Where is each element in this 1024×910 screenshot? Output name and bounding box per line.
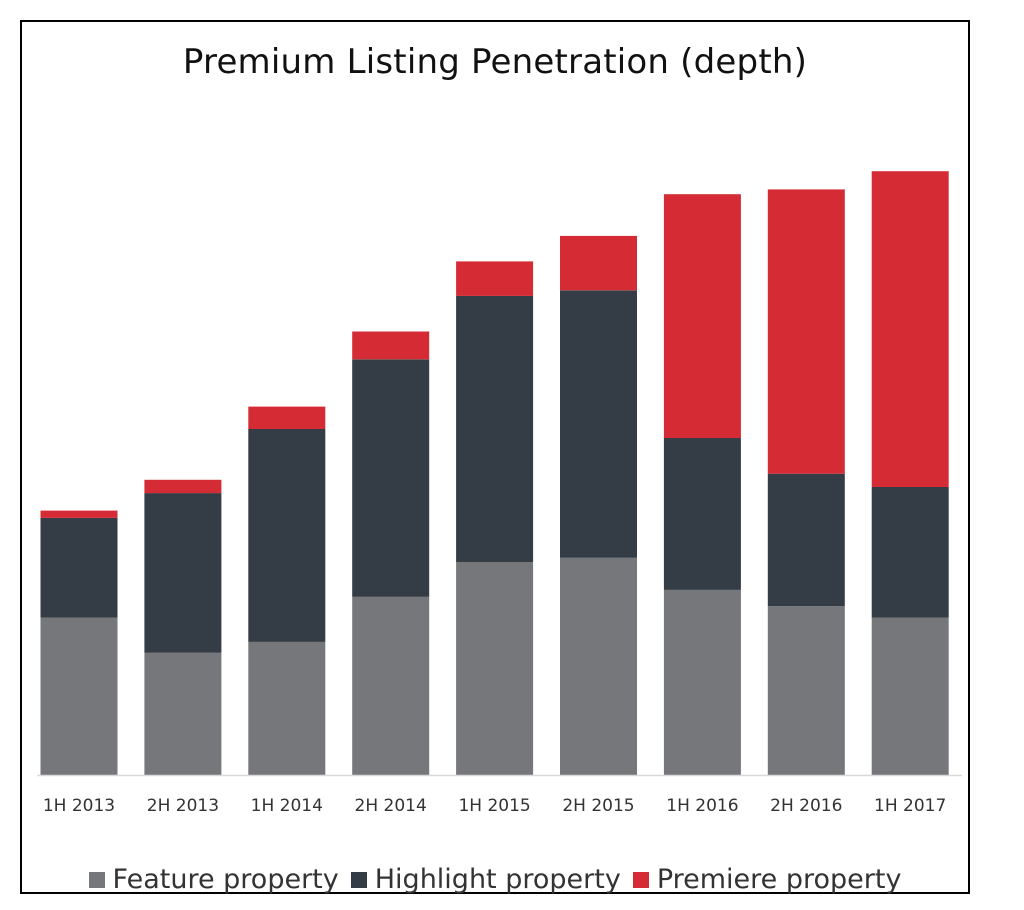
legend-label: Premiere property [656, 864, 902, 895]
legend-item-highlight-property: Highlight property [350, 864, 621, 895]
bar-feature-property-1h-2017 [871, 617, 949, 775]
x-tick-label: 2H 2015 [562, 796, 634, 816]
bar-highlight-property-1h-2015 [456, 295, 534, 562]
bar-premiere-property-2h-2014 [352, 331, 430, 360]
x-tick-label: 1H 2016 [666, 796, 738, 816]
bar-highlight-property-1h-2014 [248, 428, 326, 642]
bar-feature-property-1h-2015 [456, 562, 534, 775]
bar-premiere-property-1h-2016 [663, 194, 741, 438]
x-tick-label: 1H 2014 [251, 796, 323, 816]
x-tick-label: 1H 2017 [874, 796, 946, 816]
legend-label: Feature property [112, 864, 339, 895]
x-tick-label: 2H 2016 [770, 796, 842, 816]
chart-legend: Feature property Highlight property Premie… [22, 864, 968, 895]
bar-highlight-property-2h-2016 [767, 473, 845, 607]
bar-feature-property-1h-2013 [40, 617, 118, 775]
bar-premiere-property-1h-2017 [871, 171, 949, 487]
bar-feature-property-2h-2014 [352, 596, 430, 775]
bar-premiere-property-2h-2015 [560, 235, 637, 291]
bar-premiere-property-2h-2013 [144, 479, 222, 494]
bar-premiere-property-1h-2013 [40, 510, 118, 518]
x-tick-label: 2H 2014 [355, 796, 427, 816]
bar-highlight-property-2h-2013 [144, 493, 222, 653]
bar-highlight-property-2h-2015 [560, 290, 637, 558]
legend-label: Highlight property [374, 864, 621, 895]
chart-frame: Premium Listing Penetration (depth) 1H 2… [20, 20, 970, 895]
bar-premiere-property-1h-2015 [456, 261, 534, 296]
legend-swatch [632, 871, 649, 888]
legend-item-feature-property: Feature property [88, 864, 339, 895]
bar-premiere-property-1h-2014 [248, 406, 326, 429]
x-tick-label: 1H 2015 [458, 796, 530, 816]
bar-feature-property-1h-2016 [663, 589, 741, 775]
chart-title: Premium Listing Penetration (depth) [182, 42, 808, 82]
x-tick-label: 1H 2013 [43, 796, 115, 816]
x-tick-label: 2H 2013 [147, 796, 219, 816]
bar-feature-property-2h-2016 [767, 606, 845, 775]
bar-highlight-property-1h-2016 [663, 438, 741, 590]
bar-feature-property-2h-2015 [560, 557, 637, 775]
bar-highlight-property-2h-2014 [352, 359, 430, 597]
bar-feature-property-2h-2013 [144, 652, 222, 775]
legend-item-premiere-property: Premiere property [632, 864, 902, 895]
legend-swatch [350, 871, 367, 888]
bar-highlight-property-1h-2013 [40, 517, 118, 618]
legend-swatch [88, 871, 105, 888]
chart-plot: 1H 2013 2H 2013 1H 2014 2H 2014 1H 2015 2H 20… [37, 171, 962, 816]
bar-highlight-property-1h-2017 [871, 487, 949, 618]
bar-premiere-property-2h-2016 [767, 189, 845, 474]
bar-feature-property-1h-2014 [248, 641, 326, 775]
